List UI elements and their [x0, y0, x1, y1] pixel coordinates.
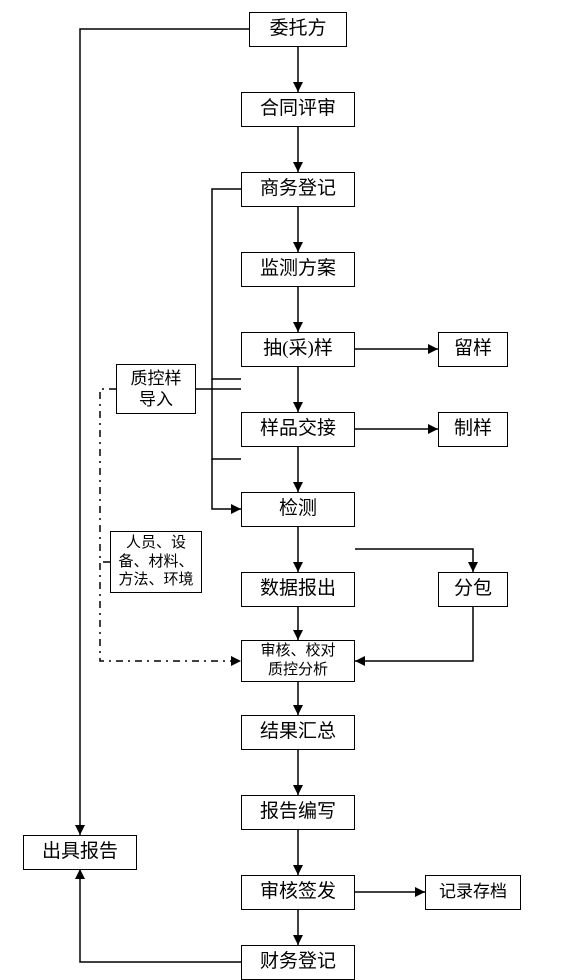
node-report_write: 报告编写 — [241, 795, 355, 830]
node-subcontract: 分包 — [438, 572, 508, 607]
node-biz_reg: 商务登记 — [241, 172, 355, 207]
node-keep_sample: 留样 — [438, 332, 508, 367]
flowchart-edges — [0, 0, 578, 978]
node-review_qc: 审核、校对 质控分析 — [241, 640, 355, 682]
node-prep_sample: 制样 — [438, 412, 508, 447]
node-sign_issue: 审核签发 — [241, 875, 355, 910]
node-archive: 记录存档 — [425, 875, 521, 910]
node-summary: 结果汇总 — [241, 715, 355, 750]
node-finance: 财务登记 — [241, 945, 355, 980]
node-test: 检测 — [241, 492, 355, 527]
node-sampling: 抽(采)样 — [241, 332, 355, 367]
node-client: 委托方 — [249, 12, 347, 47]
node-handover: 样品交接 — [241, 412, 355, 447]
node-qc_import: 质控样 导入 — [116, 364, 196, 414]
node-factors: 人员、设 备、材料、 方法、环境 — [110, 531, 202, 593]
node-contract: 合同评审 — [241, 92, 355, 127]
node-plan: 监测方案 — [241, 252, 355, 287]
node-issue_report: 出具报告 — [23, 835, 137, 870]
node-data_out: 数据报出 — [241, 572, 355, 607]
